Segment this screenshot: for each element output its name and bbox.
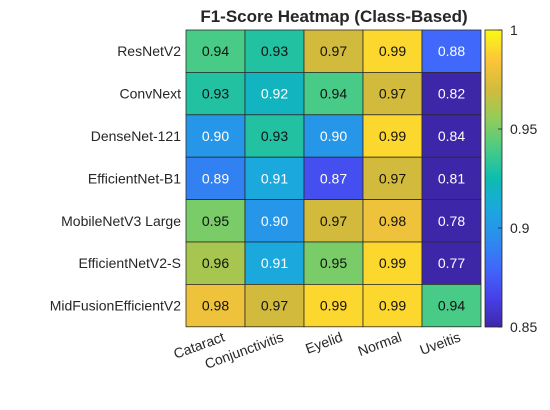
cell-label-r0-c3: 0.99 xyxy=(379,43,406,59)
cell-label-r1-c3: 0.97 xyxy=(379,86,406,102)
cell-label-r0-c1: 0.93 xyxy=(261,43,288,59)
cell-label-r0-c2: 0.97 xyxy=(320,43,347,59)
heatmap-cell-r5-c4 xyxy=(421,241,482,285)
cell-label-r2-c0: 0.90 xyxy=(202,128,229,144)
colorbar xyxy=(484,29,503,328)
cell-label-r6-c0: 0.98 xyxy=(202,298,229,314)
cell-label-r5-c1: 0.91 xyxy=(261,255,288,271)
heatmap-cell-r2-c1 xyxy=(244,114,305,158)
heatmap-cell-r5-c1 xyxy=(244,241,305,285)
heatmap-cells: 0.94 0.93 0.97 0.99 0.88 0.93 0.92 0.94 0.97 0.82… xyxy=(185,29,482,328)
cell-label-r5-c4: 0.77 xyxy=(438,255,465,271)
chart-title: F1-Score Heatmap (Class-Based) xyxy=(200,7,467,26)
cell-label-r2-c3: 0.99 xyxy=(379,128,406,144)
row-label-5: EfficientNetV2-S xyxy=(79,255,181,271)
heatmap-cell-r3-c1 xyxy=(244,156,305,200)
heatmap-cell-r4-c0 xyxy=(185,199,246,243)
cell-label-r1-c1: 0.92 xyxy=(261,86,288,102)
column-label-3: Normal xyxy=(356,329,404,359)
heatmap-cell-r6-c0 xyxy=(185,283,246,328)
heatmap-cell-r1-c0 xyxy=(185,72,246,116)
cell-label-r5-c2: 0.95 xyxy=(320,255,347,271)
heatmap-cell-r0-c2 xyxy=(303,29,364,73)
row-labels: ResNetV2 ConvNext DenseNet-121 EfficientNet… xyxy=(50,43,181,313)
cell-label-r6-c2: 0.99 xyxy=(320,298,347,314)
column-label-4: Uveitis xyxy=(418,329,463,358)
cell-label-r4-c3: 0.98 xyxy=(379,213,406,229)
column-label-2: Eyelid xyxy=(303,329,344,357)
heatmap-cell-r4-c1 xyxy=(244,199,305,243)
cell-label-r1-c0: 0.93 xyxy=(202,86,229,102)
cell-label-r1-c2: 0.94 xyxy=(320,86,347,102)
heatmap-cell-r6-c3 xyxy=(362,283,423,328)
cell-label-r4-c2: 0.97 xyxy=(320,213,347,229)
heatmap-cell-r6-c4 xyxy=(421,283,482,328)
heatmap-cell-r0-c0 xyxy=(185,29,246,73)
cell-label-r2-c2: 0.90 xyxy=(320,128,347,144)
heatmap-cell-r2-c3 xyxy=(362,114,423,158)
heatmap-cell-r4-c2 xyxy=(303,199,364,243)
cell-label-r4-c0: 0.95 xyxy=(202,213,229,229)
cell-label-r0-c4: 0.88 xyxy=(438,43,465,59)
cell-label-r1-c4: 0.82 xyxy=(438,86,465,102)
cell-label-r4-c4: 0.78 xyxy=(438,213,465,229)
cell-label-r6-c3: 0.99 xyxy=(379,298,406,314)
heatmap-cell-r3-c3 xyxy=(362,156,423,200)
cell-label-r0-c0: 0.94 xyxy=(202,43,229,59)
heatmap-cell-r3-c2 xyxy=(303,156,364,200)
cell-label-r4-c1: 0.90 xyxy=(261,213,288,229)
colorbar-tick-label-3: 1 xyxy=(510,22,518,38)
row-label-0: ResNetV2 xyxy=(117,43,181,59)
cell-label-r2-c4: 0.84 xyxy=(438,128,465,144)
heatmap-cell-r1-c4 xyxy=(421,72,482,116)
row-label-4: MobileNetV3 Large xyxy=(61,213,181,229)
row-label-1: ConvNext xyxy=(120,86,182,102)
cell-label-r3-c0: 0.89 xyxy=(202,170,229,186)
cell-label-r3-c1: 0.91 xyxy=(261,170,288,186)
colorbar-tick-label-0: 0.85 xyxy=(510,319,537,335)
row-label-6: MidFusionEfficientV2 xyxy=(50,298,181,314)
row-label-2: DenseNet-121 xyxy=(91,128,181,144)
heatmap-cell-r3-c0 xyxy=(185,156,246,200)
cell-label-r3-c4: 0.81 xyxy=(438,170,465,186)
heatmap-cell-r1-c2 xyxy=(303,72,364,116)
heatmap-cell-r5-c3 xyxy=(362,241,423,285)
cell-label-r6-c1: 0.97 xyxy=(261,298,288,314)
row-label-3: EfficientNet-B1 xyxy=(88,170,181,186)
cell-label-r6-c4: 0.94 xyxy=(438,298,465,314)
cell-label-r5-c0: 0.96 xyxy=(202,255,229,271)
heatmap-cell-r4-c4 xyxy=(421,199,482,243)
cell-label-r3-c2: 0.87 xyxy=(320,170,347,186)
heatmap-cell-r0-c1 xyxy=(244,29,305,73)
heatmap-cell-r5-c2 xyxy=(303,241,364,285)
colorbar-ticks: 0.85 0.9 0.95 1 xyxy=(498,22,537,335)
cell-label-r5-c3: 0.99 xyxy=(379,255,406,271)
colorbar-tick-label-1: 0.9 xyxy=(510,220,530,236)
cell-label-r3-c3: 0.97 xyxy=(379,170,406,186)
heatmap-cell-r3-c4 xyxy=(421,156,482,200)
colorbar-tick-label-2: 0.95 xyxy=(510,121,537,137)
cell-label-r2-c1: 0.93 xyxy=(261,128,288,144)
